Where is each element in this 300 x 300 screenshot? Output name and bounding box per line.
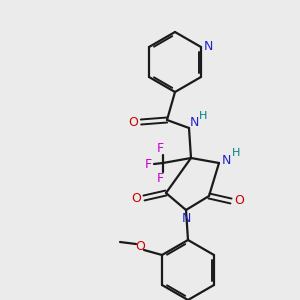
Text: O: O — [128, 116, 138, 128]
Text: O: O — [131, 191, 141, 205]
Text: N: N — [221, 154, 231, 166]
Text: O: O — [234, 194, 244, 208]
Text: F: F — [144, 158, 152, 170]
Text: N: N — [189, 116, 199, 130]
Text: N: N — [181, 212, 191, 226]
Text: H: H — [199, 111, 207, 121]
Text: O: O — [135, 241, 145, 254]
Text: F: F — [156, 142, 164, 155]
Text: H: H — [232, 148, 240, 158]
Text: N: N — [203, 40, 213, 53]
Text: F: F — [156, 172, 164, 184]
